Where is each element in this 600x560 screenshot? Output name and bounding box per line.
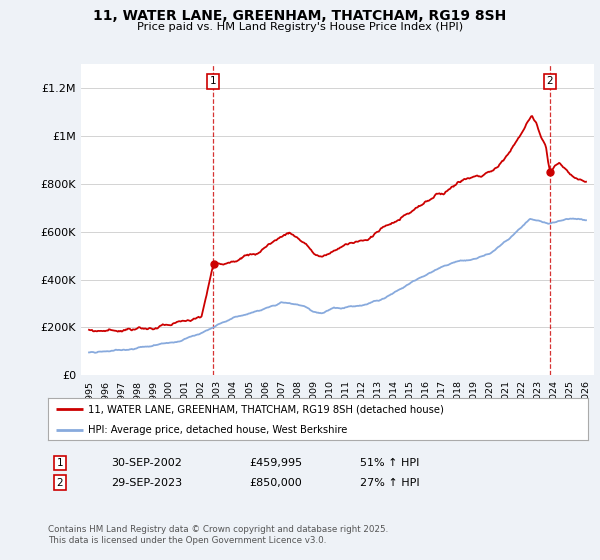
Text: 1: 1 — [56, 458, 64, 468]
Text: 11, WATER LANE, GREENHAM, THATCHAM, RG19 8SH: 11, WATER LANE, GREENHAM, THATCHAM, RG19… — [94, 10, 506, 24]
Text: 30-SEP-2002: 30-SEP-2002 — [111, 458, 182, 468]
Text: 51% ↑ HPI: 51% ↑ HPI — [360, 458, 419, 468]
Text: Price paid vs. HM Land Registry's House Price Index (HPI): Price paid vs. HM Land Registry's House … — [137, 22, 463, 32]
Text: 11, WATER LANE, GREENHAM, THATCHAM, RG19 8SH (detached house): 11, WATER LANE, GREENHAM, THATCHAM, RG19… — [89, 404, 445, 414]
Text: HPI: Average price, detached house, West Berkshire: HPI: Average price, detached house, West… — [89, 426, 348, 435]
Text: 2: 2 — [547, 76, 553, 86]
Text: 29-SEP-2023: 29-SEP-2023 — [111, 478, 182, 488]
Text: Contains HM Land Registry data © Crown copyright and database right 2025.
This d: Contains HM Land Registry data © Crown c… — [48, 525, 388, 545]
Text: 2: 2 — [56, 478, 64, 488]
Text: 1: 1 — [210, 76, 217, 86]
Text: £850,000: £850,000 — [249, 478, 302, 488]
Text: 27% ↑ HPI: 27% ↑ HPI — [360, 478, 419, 488]
Text: £459,995: £459,995 — [249, 458, 302, 468]
